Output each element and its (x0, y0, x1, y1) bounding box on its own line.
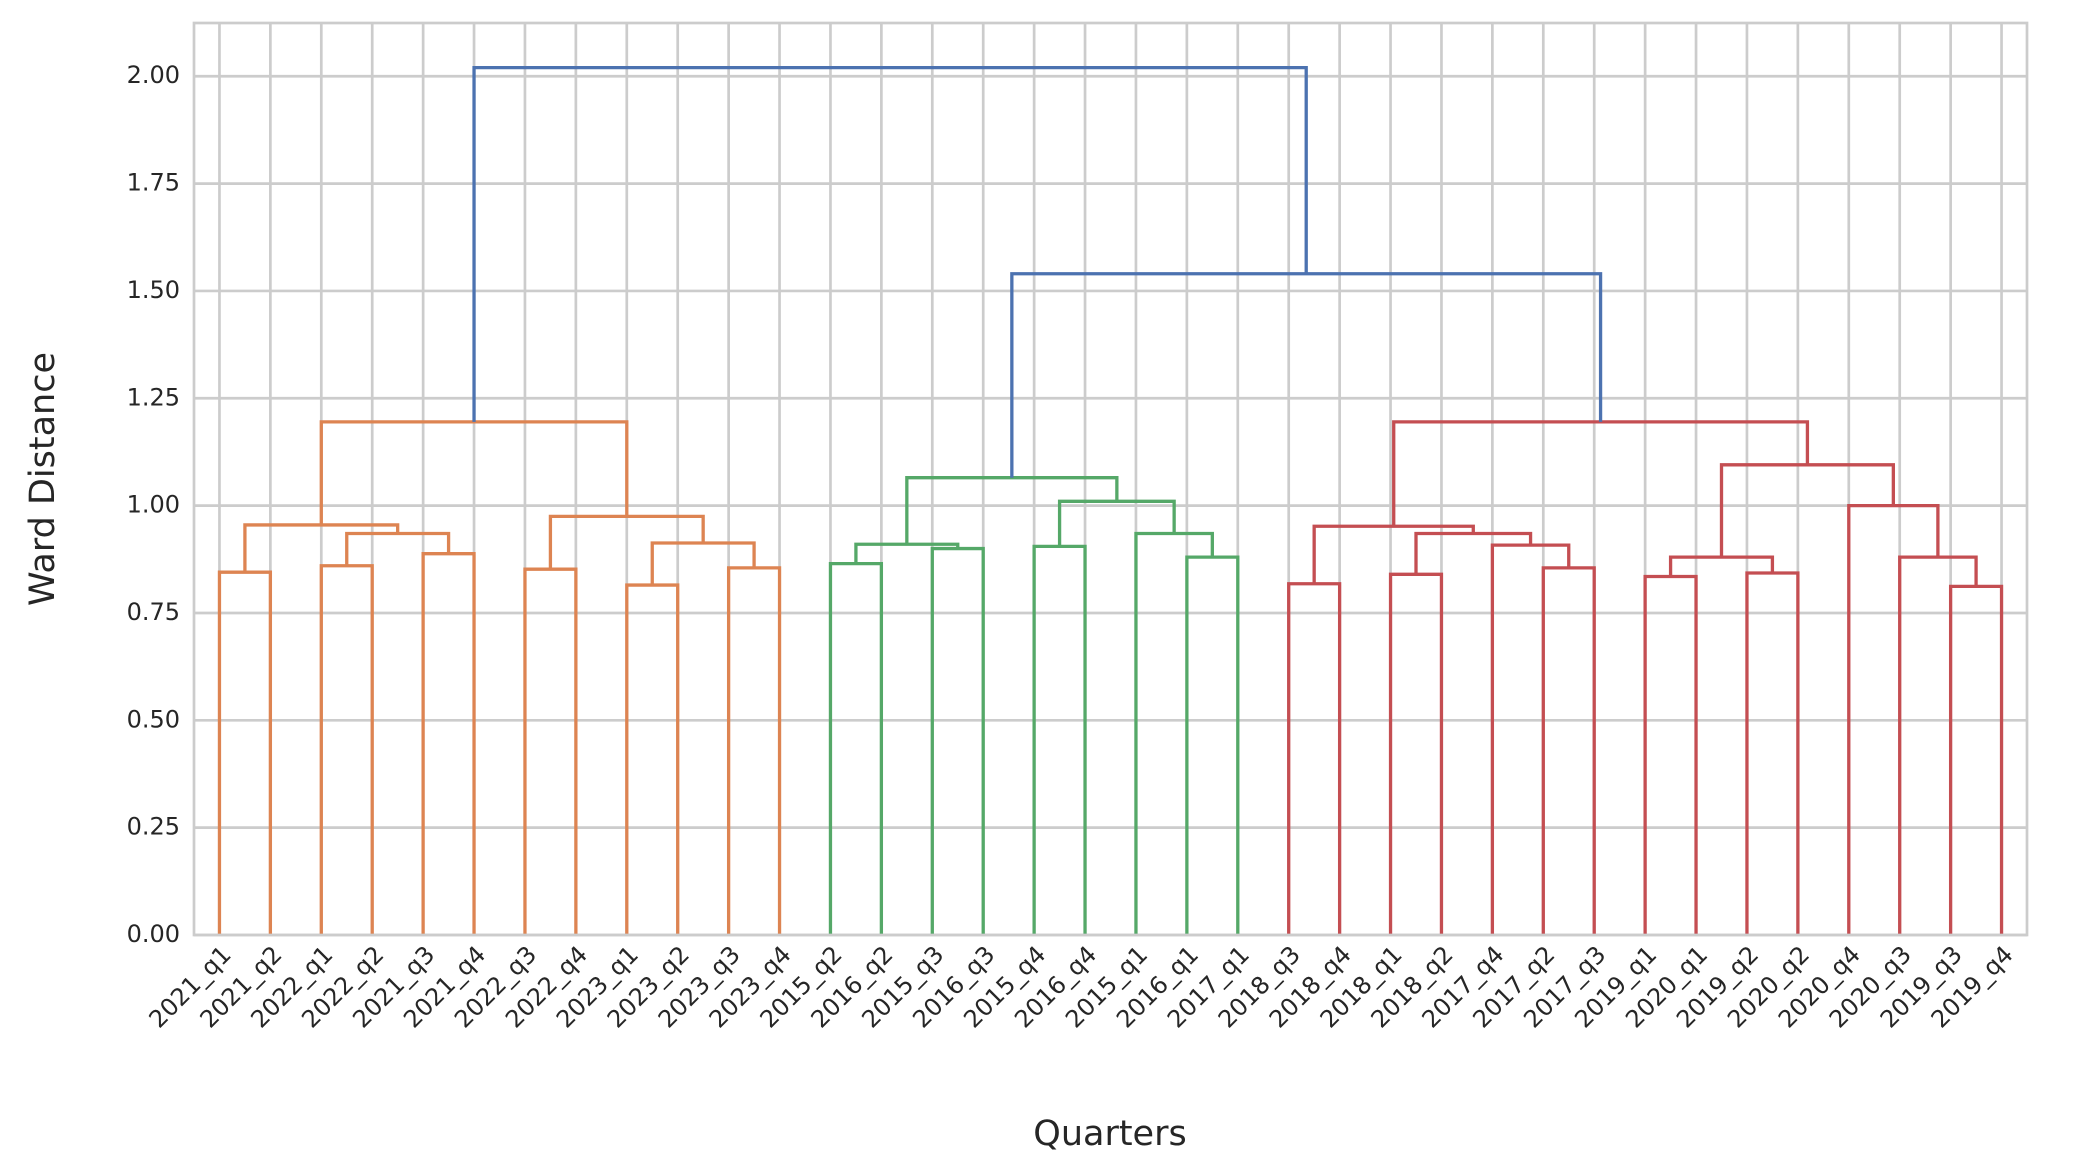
y-tick-label: 0.50 (127, 705, 180, 733)
y-tick-label: 0.75 (127, 598, 180, 626)
dendrogram-link (472, 66, 1308, 422)
dendrogram-link (1057, 499, 1176, 547)
dendrogram-link (1643, 574, 1698, 935)
dendrogram-link (930, 546, 985, 935)
x-axis-label: Quarters (1033, 1114, 1186, 1154)
y-tick-label: 1.00 (127, 491, 180, 519)
dendrogram-link (1134, 531, 1214, 935)
dendrogram-link (1010, 272, 1603, 478)
dendrogram-link (1898, 555, 1978, 935)
y-tick-label: 1.25 (127, 383, 180, 411)
dendrogram-link (1388, 572, 1444, 935)
dendrogram-link (1948, 584, 2004, 935)
dendrogram-link (1541, 566, 1596, 935)
dendrogram-link (523, 567, 578, 935)
dendrogram-link (1745, 571, 1800, 935)
dendrogram-link (1185, 555, 1240, 935)
y-tick-label: 1.75 (127, 169, 180, 197)
y-axis-label: Ward Distance (23, 352, 63, 606)
y-tick-label: 0.25 (127, 813, 180, 841)
plot-frame (192, 21, 2029, 937)
dendrogram-link (217, 570, 273, 935)
dendrogram-link (625, 583, 680, 935)
dendrogram-link (854, 542, 960, 564)
dendrogram-link (319, 420, 629, 525)
dendrogram-link (726, 566, 782, 935)
dendrogram-link (1414, 531, 1533, 575)
dendrogram-link (905, 476, 1119, 545)
dendrogram-link (828, 561, 884, 935)
dendrogram-link (650, 541, 756, 586)
dendrogram-link (1392, 420, 1810, 527)
dendrogram-link (1719, 463, 1895, 558)
dendrogram-link (1668, 555, 1775, 577)
y-tick-label: 2.00 (127, 61, 180, 89)
dendrogram-link (1032, 544, 1087, 935)
dendrogram-link (1312, 524, 1475, 584)
dendrogram-link (319, 564, 374, 935)
dendrogram-link (1490, 543, 1571, 935)
y-tick-label: 1.50 (127, 276, 180, 304)
dendrogram-link (1287, 582, 1342, 935)
y-tick-label: 0.00 (127, 920, 180, 948)
dendrogram-link (548, 514, 705, 570)
dendrogram-link (421, 552, 476, 935)
dendrogram-link (345, 531, 451, 566)
